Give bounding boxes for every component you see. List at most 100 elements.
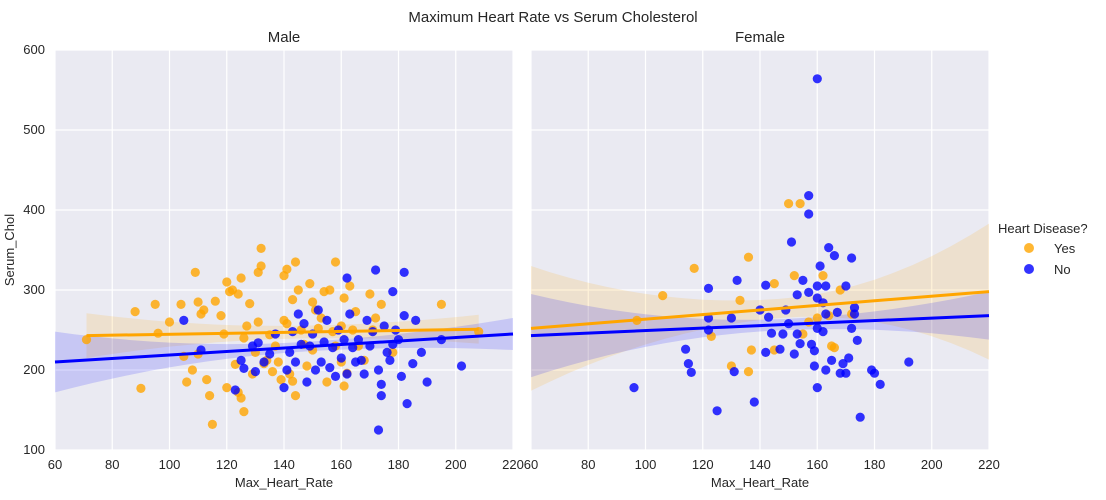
panel-male-y-label: Serum_Chol (2, 214, 17, 286)
point-no (764, 312, 774, 322)
panel-female-x-ticks: 60 80 100 120 140 160 180 200 220 (524, 457, 1000, 472)
y-tick-label: 500 (23, 122, 45, 137)
point-no (855, 412, 865, 422)
point-no (812, 74, 822, 84)
point-no (302, 377, 312, 387)
point-no (376, 379, 386, 389)
point-yes (187, 365, 197, 375)
point-no (359, 369, 369, 379)
point-no (789, 349, 799, 359)
legend: Heart Disease? Yes No (998, 221, 1088, 277)
x-tick-label: 220 (978, 457, 1000, 472)
point-yes (236, 393, 246, 403)
point-no (339, 335, 349, 345)
x-tick-label: 60 (524, 457, 538, 472)
point-yes (267, 367, 278, 377)
point-no (798, 275, 808, 285)
panel-female-grid (530, 49, 990, 451)
point-yes (207, 419, 217, 429)
point-no (382, 347, 392, 357)
point-yes (812, 313, 822, 323)
panel-male-regression-lines (54, 327, 514, 364)
point-no (342, 369, 352, 379)
point-yes (322, 377, 332, 387)
point-no (313, 305, 323, 315)
confidence-band-no (531, 291, 989, 378)
point-no (821, 365, 831, 375)
point-no (629, 383, 639, 393)
point-no (396, 371, 406, 381)
point-yes (256, 243, 266, 253)
x-tick-label: 160 (806, 457, 828, 472)
x-tick-label: 140 (749, 457, 771, 472)
x-tick-label: 80 (581, 457, 595, 472)
point-yes (658, 291, 668, 301)
point-yes (376, 299, 386, 309)
point-no (832, 307, 842, 317)
point-yes (288, 295, 298, 305)
point-no (804, 209, 814, 219)
point-no (838, 359, 848, 369)
point-no (849, 303, 860, 313)
point-no (279, 383, 289, 393)
point-no (681, 344, 691, 354)
point-no (844, 353, 854, 363)
x-tick-label: 160 (330, 457, 352, 472)
point-yes (222, 383, 232, 393)
point-no (849, 309, 860, 319)
point-yes (136, 383, 146, 393)
point-no (373, 425, 384, 435)
point-no (809, 361, 820, 371)
point-no (749, 397, 759, 407)
point-yes (210, 296, 220, 306)
point-no (179, 315, 189, 325)
point-no (904, 357, 914, 367)
point-no (236, 355, 246, 365)
point-no (416, 347, 426, 357)
x-tick-label: 180 (388, 457, 410, 472)
point-yes (190, 267, 200, 277)
point-yes (290, 257, 301, 267)
point-no (399, 311, 409, 321)
legend-title: Heart Disease? (998, 221, 1088, 236)
point-yes (276, 375, 286, 385)
point-no (230, 385, 240, 395)
y-tick-label: 100 (23, 442, 45, 457)
panel-female-points (629, 74, 914, 422)
point-no (775, 344, 785, 354)
point-yes (233, 289, 243, 299)
point-no (422, 377, 432, 387)
point-yes (273, 357, 283, 367)
point-no (402, 399, 412, 409)
point-yes (769, 279, 779, 289)
point-yes (345, 281, 355, 291)
x-tick-label: 200 (921, 457, 943, 472)
point-yes (236, 273, 246, 283)
point-yes (239, 407, 249, 417)
panel-male-title: Male (268, 29, 301, 46)
regression-line-no (54, 332, 514, 364)
point-no (336, 353, 346, 363)
point-yes (746, 345, 757, 355)
point-yes (325, 285, 335, 295)
point-no (282, 365, 292, 375)
point-no (299, 319, 309, 329)
point-no (316, 357, 326, 367)
point-no (362, 315, 372, 325)
figure-title: Maximum Heart Rate vs Serum Cholesterol (408, 9, 697, 26)
regression-line-yes (86, 327, 479, 338)
x-tick-label: 220 (502, 457, 524, 472)
point-no (829, 251, 840, 261)
point-no (371, 265, 381, 275)
point-no (847, 253, 857, 263)
point-yes (176, 299, 186, 309)
point-no (265, 349, 275, 359)
point-yes (829, 343, 840, 353)
regression-line-yes (530, 290, 990, 330)
point-no (821, 309, 831, 319)
point-no (239, 363, 249, 373)
point-no (356, 355, 366, 365)
point-no (399, 267, 409, 277)
point-yes (339, 381, 349, 391)
